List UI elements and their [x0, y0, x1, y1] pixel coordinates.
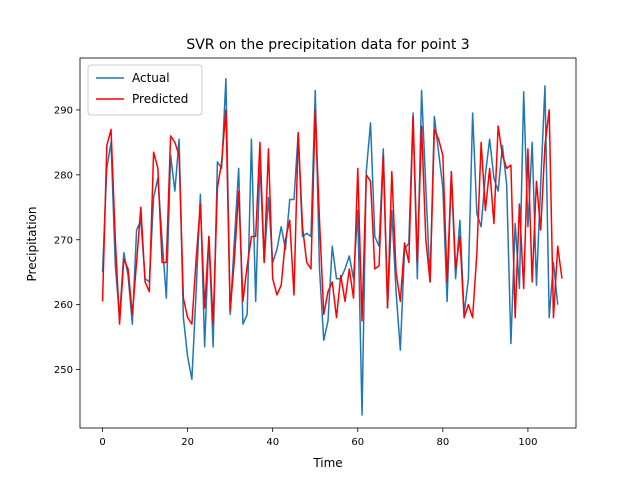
plot-area: 0 20 40 60 80 100 250 260 270 280 290 — [54, 57, 577, 448]
x-tick-label: 100 — [518, 437, 537, 448]
y-tick-label: 280 — [54, 170, 73, 181]
x-tick-label: 40 — [266, 437, 279, 448]
y-tick-label: 250 — [54, 365, 73, 376]
x-tick-label: 60 — [351, 437, 364, 448]
x-axis-label: Time — [312, 456, 342, 470]
y-tick-label: 270 — [54, 235, 73, 246]
y-tick-label: 290 — [54, 105, 73, 116]
legend: Actual Predicted — [87, 64, 203, 116]
legend-label-predicted: Predicted — [132, 92, 188, 106]
plot-frame — [79, 57, 577, 429]
series-line-predicted — [101, 109, 563, 325]
x-tick-label: 80 — [436, 437, 449, 448]
series-line-actual — [101, 78, 559, 416]
y-axis-label: Precipitation — [25, 206, 39, 281]
chart-title: SVR on the precipitation data for point … — [186, 37, 469, 53]
x-tick-label: 20 — [181, 437, 194, 448]
legend-label-actual: Actual — [132, 71, 170, 85]
y-tick-label: 260 — [54, 300, 73, 311]
x-tick-label: 0 — [99, 437, 105, 448]
